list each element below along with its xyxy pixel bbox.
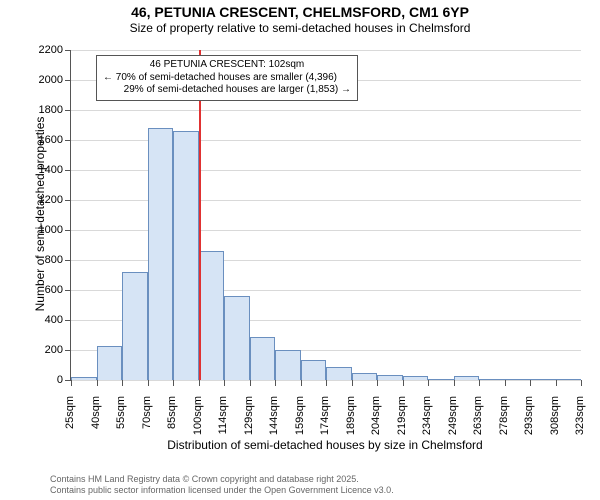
histogram-bar bbox=[275, 350, 301, 380]
histogram-bar bbox=[556, 379, 582, 380]
y-tick bbox=[65, 80, 71, 81]
x-tick-label: 25sqm bbox=[64, 396, 76, 446]
histogram-bar bbox=[403, 376, 429, 380]
x-tick bbox=[326, 380, 327, 386]
y-tick bbox=[65, 350, 71, 351]
histogram-bar bbox=[326, 367, 352, 381]
histogram-bar bbox=[428, 379, 454, 381]
x-tick-label: 144sqm bbox=[268, 396, 280, 446]
x-tick bbox=[454, 380, 455, 386]
y-tick-label: 400 bbox=[25, 314, 63, 326]
x-tick bbox=[428, 380, 429, 386]
x-tick bbox=[199, 380, 200, 386]
histogram-bar bbox=[148, 128, 174, 380]
x-tick bbox=[301, 380, 302, 386]
histogram-bar bbox=[530, 379, 556, 380]
y-tick-label: 1200 bbox=[25, 194, 63, 206]
x-tick-label: 40sqm bbox=[90, 396, 102, 446]
x-tick bbox=[122, 380, 123, 386]
histogram-bar bbox=[454, 376, 480, 381]
callout-line: 46 PETUNIA CRESCENT: 102sqm bbox=[103, 59, 351, 72]
y-tick bbox=[65, 290, 71, 291]
x-tick-label: 55sqm bbox=[115, 396, 127, 446]
callout-line: 29% of semi-detached houses are larger (… bbox=[103, 84, 351, 97]
x-tick bbox=[71, 380, 72, 386]
gridline bbox=[71, 50, 581, 51]
histogram-bar bbox=[505, 379, 531, 380]
y-tick-label: 0 bbox=[25, 374, 63, 386]
y-axis-label: Number of semi-detached properties bbox=[33, 84, 47, 344]
footer-attribution: Contains HM Land Registry data © Crown c… bbox=[50, 474, 394, 496]
x-tick bbox=[97, 380, 98, 386]
x-tick bbox=[224, 380, 225, 386]
histogram-bar bbox=[71, 377, 97, 380]
x-tick-label: 278sqm bbox=[498, 396, 510, 446]
y-tick bbox=[65, 50, 71, 51]
y-tick bbox=[65, 320, 71, 321]
histogram-bar bbox=[97, 346, 123, 380]
callout-line: ← 70% of semi-detached houses are smalle… bbox=[103, 72, 351, 85]
y-tick-label: 200 bbox=[25, 344, 63, 356]
histogram-bar bbox=[199, 251, 225, 380]
x-tick-label: 174sqm bbox=[319, 396, 331, 446]
histogram-bar bbox=[250, 337, 276, 381]
histogram-bar bbox=[173, 131, 199, 380]
x-tick-label: 100sqm bbox=[192, 396, 204, 446]
x-tick bbox=[377, 380, 378, 386]
x-tick bbox=[581, 380, 582, 386]
x-tick-label: 129sqm bbox=[243, 396, 255, 446]
y-tick-label: 1800 bbox=[25, 104, 63, 116]
y-tick-label: 600 bbox=[25, 284, 63, 296]
y-tick-label: 2000 bbox=[25, 74, 63, 86]
histogram-bar bbox=[301, 360, 327, 380]
x-tick bbox=[403, 380, 404, 386]
y-tick bbox=[65, 230, 71, 231]
gridline bbox=[71, 110, 581, 111]
y-tick bbox=[65, 200, 71, 201]
x-tick-label: 189sqm bbox=[345, 396, 357, 446]
histogram-bar bbox=[377, 375, 403, 380]
y-tick bbox=[65, 260, 71, 261]
y-tick bbox=[65, 140, 71, 141]
y-tick-label: 1400 bbox=[25, 164, 63, 176]
x-tick bbox=[173, 380, 174, 386]
x-tick-label: 249sqm bbox=[447, 396, 459, 446]
x-tick-label: 293sqm bbox=[523, 396, 535, 446]
x-tick bbox=[530, 380, 531, 386]
histogram-bar bbox=[224, 296, 250, 380]
y-tick bbox=[65, 110, 71, 111]
x-tick-label: 204sqm bbox=[370, 396, 382, 446]
x-tick-label: 219sqm bbox=[396, 396, 408, 446]
x-tick-label: 85sqm bbox=[166, 396, 178, 446]
y-tick-label: 2200 bbox=[25, 44, 63, 56]
y-tick-label: 1000 bbox=[25, 224, 63, 236]
x-tick-label: 234sqm bbox=[421, 396, 433, 446]
footer-line: Contains HM Land Registry data © Crown c… bbox=[50, 474, 394, 485]
x-tick bbox=[275, 380, 276, 386]
histogram-bar bbox=[122, 272, 148, 380]
y-tick-label: 1600 bbox=[25, 134, 63, 146]
x-tick-label: 308sqm bbox=[549, 396, 561, 446]
x-tick bbox=[352, 380, 353, 386]
x-tick-label: 70sqm bbox=[141, 396, 153, 446]
x-tick bbox=[250, 380, 251, 386]
y-tick bbox=[65, 170, 71, 171]
y-tick-label: 800 bbox=[25, 254, 63, 266]
histogram-bar bbox=[479, 379, 505, 380]
x-tick bbox=[148, 380, 149, 386]
x-tick-label: 159sqm bbox=[294, 396, 306, 446]
callout-box: 46 PETUNIA CRESCENT: 102sqm ← 70% of sem… bbox=[96, 55, 358, 101]
x-tick bbox=[479, 380, 480, 386]
chart-container: { "title": "46, PETUNIA CRESCENT, CHELMS… bbox=[0, 0, 600, 500]
x-tick-label: 114sqm bbox=[217, 396, 229, 446]
x-tick bbox=[505, 380, 506, 386]
x-tick-label: 263sqm bbox=[472, 396, 484, 446]
page-title: 46, PETUNIA CRESCENT, CHELMSFORD, CM1 6Y… bbox=[0, 0, 600, 21]
x-tick-label: 323sqm bbox=[574, 396, 586, 446]
x-tick bbox=[556, 380, 557, 386]
footer-line: Contains public sector information licen… bbox=[50, 485, 394, 496]
histogram-bar bbox=[352, 373, 378, 380]
page-subtitle: Size of property relative to semi-detach… bbox=[0, 21, 600, 35]
